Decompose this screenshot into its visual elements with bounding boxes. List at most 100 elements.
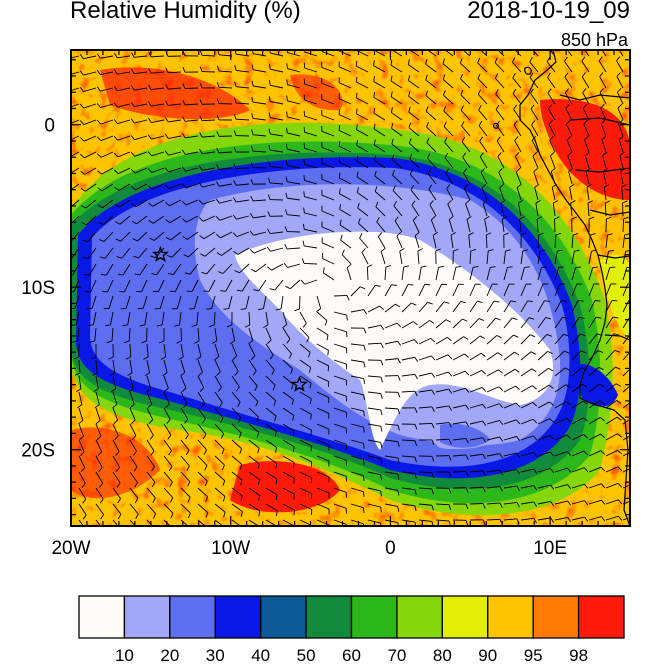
wind-barb xyxy=(622,451,630,457)
wind-barb xyxy=(169,199,182,207)
wind-barb-feather xyxy=(414,473,417,479)
wind-barb xyxy=(78,423,84,437)
wind-barb xyxy=(202,135,216,138)
wind-barb xyxy=(477,78,488,89)
wind-barb xyxy=(146,423,154,436)
wind-barb-feather xyxy=(379,305,384,310)
wind-barb xyxy=(208,279,216,292)
wind-barb-feather xyxy=(600,433,605,438)
wind-barb xyxy=(151,87,165,91)
wind-barb xyxy=(571,267,577,281)
wind-barb xyxy=(536,219,539,233)
lon-tick-label: 20W xyxy=(51,538,90,559)
wind-barb xyxy=(401,439,416,442)
wind-barb xyxy=(236,86,250,89)
wind-barb-feather xyxy=(572,233,579,236)
wind-barb-feather xyxy=(445,319,451,323)
wind-barb-feather xyxy=(603,167,609,172)
wind-barb xyxy=(157,279,165,292)
wind-barb xyxy=(173,263,182,275)
wind-barb-feather xyxy=(613,333,620,336)
wind-barb xyxy=(537,451,551,457)
wind-barb xyxy=(618,123,624,137)
wind-barb xyxy=(435,301,445,313)
wind-barb-feather xyxy=(499,420,504,425)
wind-barb xyxy=(401,487,415,491)
wind-barb xyxy=(339,224,352,233)
wind-barb-feather xyxy=(250,195,254,202)
wind-barb-feather xyxy=(514,351,520,356)
wind-barb-feather xyxy=(428,184,433,190)
wind-barb xyxy=(384,358,398,361)
wind-barb-feather xyxy=(443,121,447,127)
wind-barb-feather xyxy=(482,454,486,460)
wind-barb xyxy=(479,156,488,169)
wind-barb xyxy=(495,109,505,121)
wind-barb xyxy=(321,194,335,201)
wind-barb-feather xyxy=(98,239,105,242)
wind-barb-feather xyxy=(363,378,366,384)
wind-barb-feather xyxy=(584,135,589,141)
colorbar-swatch xyxy=(441,595,489,639)
wind-barb xyxy=(321,242,335,249)
wind-barb xyxy=(435,519,449,522)
wind-barb-feather xyxy=(493,300,500,303)
wind-barb-feather xyxy=(444,152,449,158)
wind-barb xyxy=(401,503,415,507)
wind-barb xyxy=(139,263,148,276)
wind-barb-feather xyxy=(284,243,288,250)
wind-barb-feather xyxy=(564,367,571,371)
wind-barb xyxy=(485,234,488,249)
wind-barb-feather xyxy=(79,53,84,59)
wind-barb-feather xyxy=(96,119,102,125)
wind-barb xyxy=(191,279,199,292)
wind-barb xyxy=(350,471,364,477)
wind-barb xyxy=(486,469,500,473)
wind-barb-feather xyxy=(174,324,180,327)
wind-barb xyxy=(231,503,243,513)
wind-barb xyxy=(444,141,454,153)
wind-barb xyxy=(503,469,517,473)
wind-barb-feather xyxy=(257,447,260,454)
wind-barb-feather xyxy=(518,199,524,204)
wind-barb xyxy=(425,111,437,121)
wind-barb xyxy=(265,359,275,371)
wind-barb xyxy=(445,172,454,185)
wind-barb xyxy=(618,139,624,153)
wind-barb-feather xyxy=(158,340,165,344)
wind-barb-feather xyxy=(482,503,486,509)
wind-barb xyxy=(128,327,131,342)
wind-barb-feather xyxy=(162,372,168,377)
wind-barb-feather xyxy=(199,132,203,138)
wind-barb xyxy=(356,145,369,153)
wind-barb-feather xyxy=(263,324,269,328)
wind-barb xyxy=(168,103,182,106)
wind-barb xyxy=(117,103,131,108)
wind-barb xyxy=(111,327,114,341)
wind-barb-feather xyxy=(80,467,86,472)
wind-barb-feather xyxy=(460,105,464,111)
wind-barb xyxy=(564,61,573,73)
wind-barb xyxy=(452,267,457,281)
wind-barb xyxy=(71,119,80,124)
wind-barb xyxy=(321,146,335,153)
wind-barb xyxy=(520,385,533,393)
wind-barb-feather xyxy=(510,300,517,303)
wind-barb xyxy=(176,295,182,309)
wind-barb xyxy=(71,247,80,259)
wind-barb xyxy=(350,519,364,525)
wind-barb xyxy=(333,503,347,509)
wind-barb xyxy=(384,455,398,459)
wind-barb-feather xyxy=(565,104,570,109)
wind-barb-feather xyxy=(63,138,67,142)
wind-barb-feather xyxy=(481,370,486,375)
wind-barb xyxy=(137,231,148,242)
wind-barb-feather xyxy=(414,424,418,430)
wind-barb-feather xyxy=(427,301,433,305)
wind-barb-feather xyxy=(64,189,69,192)
wind-barb-feather xyxy=(391,284,397,286)
wind-barb xyxy=(435,336,448,345)
wind-barb-feather xyxy=(550,484,555,490)
wind-barb-feather xyxy=(293,510,295,516)
wind-barb xyxy=(299,503,312,510)
